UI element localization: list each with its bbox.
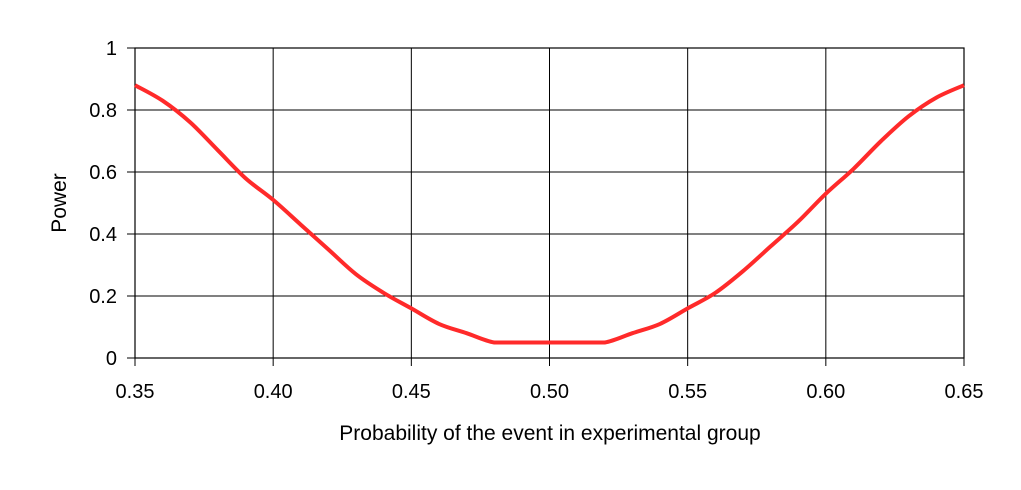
data-point — [188, 120, 192, 124]
y-axis-ticks: 0 0.2 0.4 0.6 0.8 1 — [89, 38, 117, 370]
x-axis-label: Probability of the event in experimental… — [339, 422, 760, 445]
data-point — [769, 244, 773, 248]
y-tick-label: 0.4 — [89, 224, 117, 246]
x-tick-label: 0.45 — [392, 381, 431, 403]
x-tick-label: 0.65 — [945, 381, 984, 403]
y-tick-label: 0.2 — [89, 286, 117, 308]
grid-lines — [127, 47, 965, 366]
data-point — [271, 198, 275, 202]
data-point — [409, 306, 413, 310]
data-point — [713, 291, 717, 295]
data-point — [741, 269, 745, 273]
data-point — [603, 341, 607, 345]
data-point — [548, 341, 552, 345]
plot-frame — [134, 47, 965, 359]
y-tick-label: 1 — [106, 38, 117, 60]
data-point — [354, 272, 358, 276]
data-point — [934, 96, 938, 100]
y-tick-label: 0.8 — [89, 100, 117, 122]
x-tick-label: 0.60 — [806, 381, 845, 403]
data-point — [879, 139, 883, 143]
data-point — [133, 83, 137, 87]
x-tick-label: 0.40 — [254, 381, 293, 403]
y-tick-label: 0 — [106, 348, 117, 370]
data-point — [686, 306, 690, 310]
x-tick-label: 0.55 — [668, 381, 707, 403]
data-point — [658, 322, 662, 326]
data-point — [492, 341, 496, 345]
data-point — [161, 99, 165, 103]
data-point — [520, 341, 524, 345]
data-point — [907, 114, 911, 118]
data-point — [851, 167, 855, 171]
x-tick-label: 0.50 — [530, 381, 569, 403]
y-tick-label: 0.6 — [89, 162, 117, 184]
data-point — [630, 331, 634, 335]
series-layer — [133, 83, 966, 345]
x-axis-ticks: 0.35 0.40 0.45 0.50 0.55 0.60 0.65 — [116, 381, 984, 403]
data-point — [326, 248, 330, 252]
data-point — [244, 176, 248, 180]
data-point — [824, 192, 828, 196]
data-point — [575, 341, 579, 345]
power-curve-line — [134, 83, 965, 345]
data-point — [465, 331, 469, 335]
data-point — [437, 322, 441, 326]
x-tick-label: 0.35 — [116, 381, 155, 403]
data-point — [299, 223, 303, 227]
y-axis-label: Power — [48, 173, 71, 233]
data-point — [962, 83, 966, 87]
data-point — [796, 220, 800, 224]
data-point — [216, 148, 220, 152]
data-point — [382, 291, 386, 295]
